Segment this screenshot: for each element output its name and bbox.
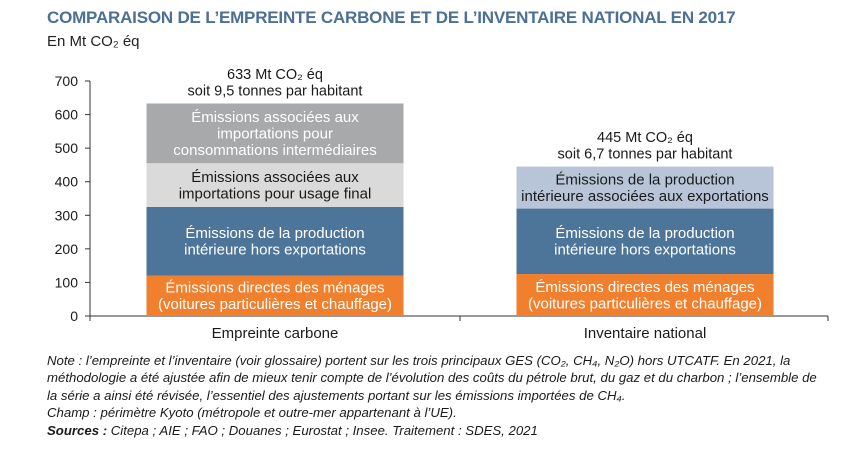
bar-total-label: 445 Mt CO₂ éq (597, 130, 693, 146)
note-text: Note : l’empreinte et l’inventaire (voir… (47, 353, 817, 403)
sources-line: Sources : Citepa ; AIE ; FAO ; Douanes ;… (47, 422, 827, 439)
bar-segment (516, 274, 774, 316)
chart-title: COMPARAISON DE L’EMPREINTE CARBONE ET DE… (47, 8, 736, 27)
bar-segment (146, 163, 404, 207)
bar-segment (516, 208, 774, 275)
segment-label: Émissions de la production (185, 225, 364, 242)
y-tick-label: 500 (55, 140, 79, 156)
segment-label: Émissions directes des ménages (535, 279, 754, 296)
segment-label: Émissions associées aux (191, 109, 359, 126)
unit-label: En Mt CO₂ éq (47, 33, 140, 50)
x-category-label: Empreinte carbone (212, 325, 339, 342)
bar-total-label: soit 6,7 tonnes par habitant (558, 147, 733, 163)
segment-label: consommations intermédiaires (173, 142, 376, 159)
y-tick-label: 700 (55, 73, 79, 89)
segment-label: Émissions de la production (555, 225, 734, 242)
segment-label: Émissions de la production (555, 171, 734, 188)
y-tick-label: 100 (55, 274, 79, 290)
segment-label: (voitures particulières et chauffage) (158, 296, 392, 313)
x-category-label: Inventaire national (584, 325, 707, 342)
sources-label: Sources : (47, 422, 108, 438)
segment-label: (voitures particulières et chauffage) (528, 295, 762, 312)
segment-label: importations pour (217, 125, 333, 142)
sources-text: Citepa ; AIE ; FAO ; Douanes ; Eurostat … (107, 422, 538, 438)
bar-total-label: soit 9,5 tonnes par habitant (188, 83, 363, 99)
bar-segment (146, 103, 404, 164)
segment-label: intérieure hors exportations (184, 242, 366, 259)
bar-segment (146, 275, 404, 316)
y-tick-label: 400 (55, 174, 79, 190)
y-tick-label: 0 (70, 308, 78, 324)
stacked-bar-chart: 0 100 200 300 400 500 600 700 Émissions directes… (55, 67, 829, 342)
y-tick-label: 200 (55, 241, 79, 257)
bar-total-label: 633 Mt CO₂ éq (227, 67, 323, 83)
segment-label: importations pour usage final (179, 185, 372, 202)
segment-label: Émissions directes des ménages (165, 280, 384, 297)
segment-label: intérieure associées aux exportations (521, 188, 769, 205)
y-tick-label: 300 (55, 207, 79, 223)
bar-segment (516, 166, 774, 209)
y-tick-label: 600 (55, 107, 79, 123)
segment-label: intérieure hors exportations (554, 242, 736, 259)
chart-notes: Note : l’empreinte et l’inventaire (voir… (47, 352, 827, 439)
bar-segment (146, 206, 404, 276)
scope-text: Champ : périmètre Kyoto (métropole et ou… (47, 405, 457, 421)
segment-label: Émissions associées aux (191, 169, 359, 186)
